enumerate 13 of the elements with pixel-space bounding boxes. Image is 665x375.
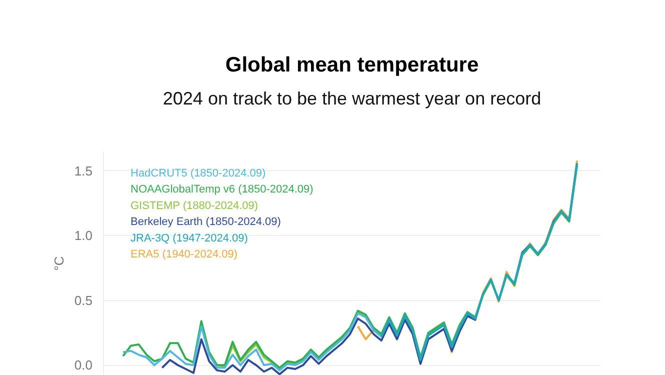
- text: HadCRUT5 (1850-2024.09): [130, 168, 266, 180]
- y-tick-label: 0.0: [74, 358, 93, 373]
- text: NOAAGlobalTemp v6 (1850-2024.09): [130, 184, 314, 196]
- y-axis-title: °C: [51, 256, 66, 271]
- text: GISTEMP (1880-2024.09): [130, 200, 258, 212]
- y-tick-label: 0.5: [74, 292, 93, 308]
- text: JRA-3Q (1947-2024.09): [130, 232, 248, 244]
- y-tick-label: 1.5: [74, 163, 93, 178]
- text: Berkeley Earth (1850-2024.09): [130, 216, 281, 228]
- chart-title: Global mean temperature: [225, 54, 479, 76]
- y-tick-label: 1.0: [74, 228, 93, 244]
- chart-subtitle: 2024 on track to be the warmest year on record: [162, 88, 542, 108]
- text: ERA5 (1940-2024.09): [130, 248, 238, 260]
